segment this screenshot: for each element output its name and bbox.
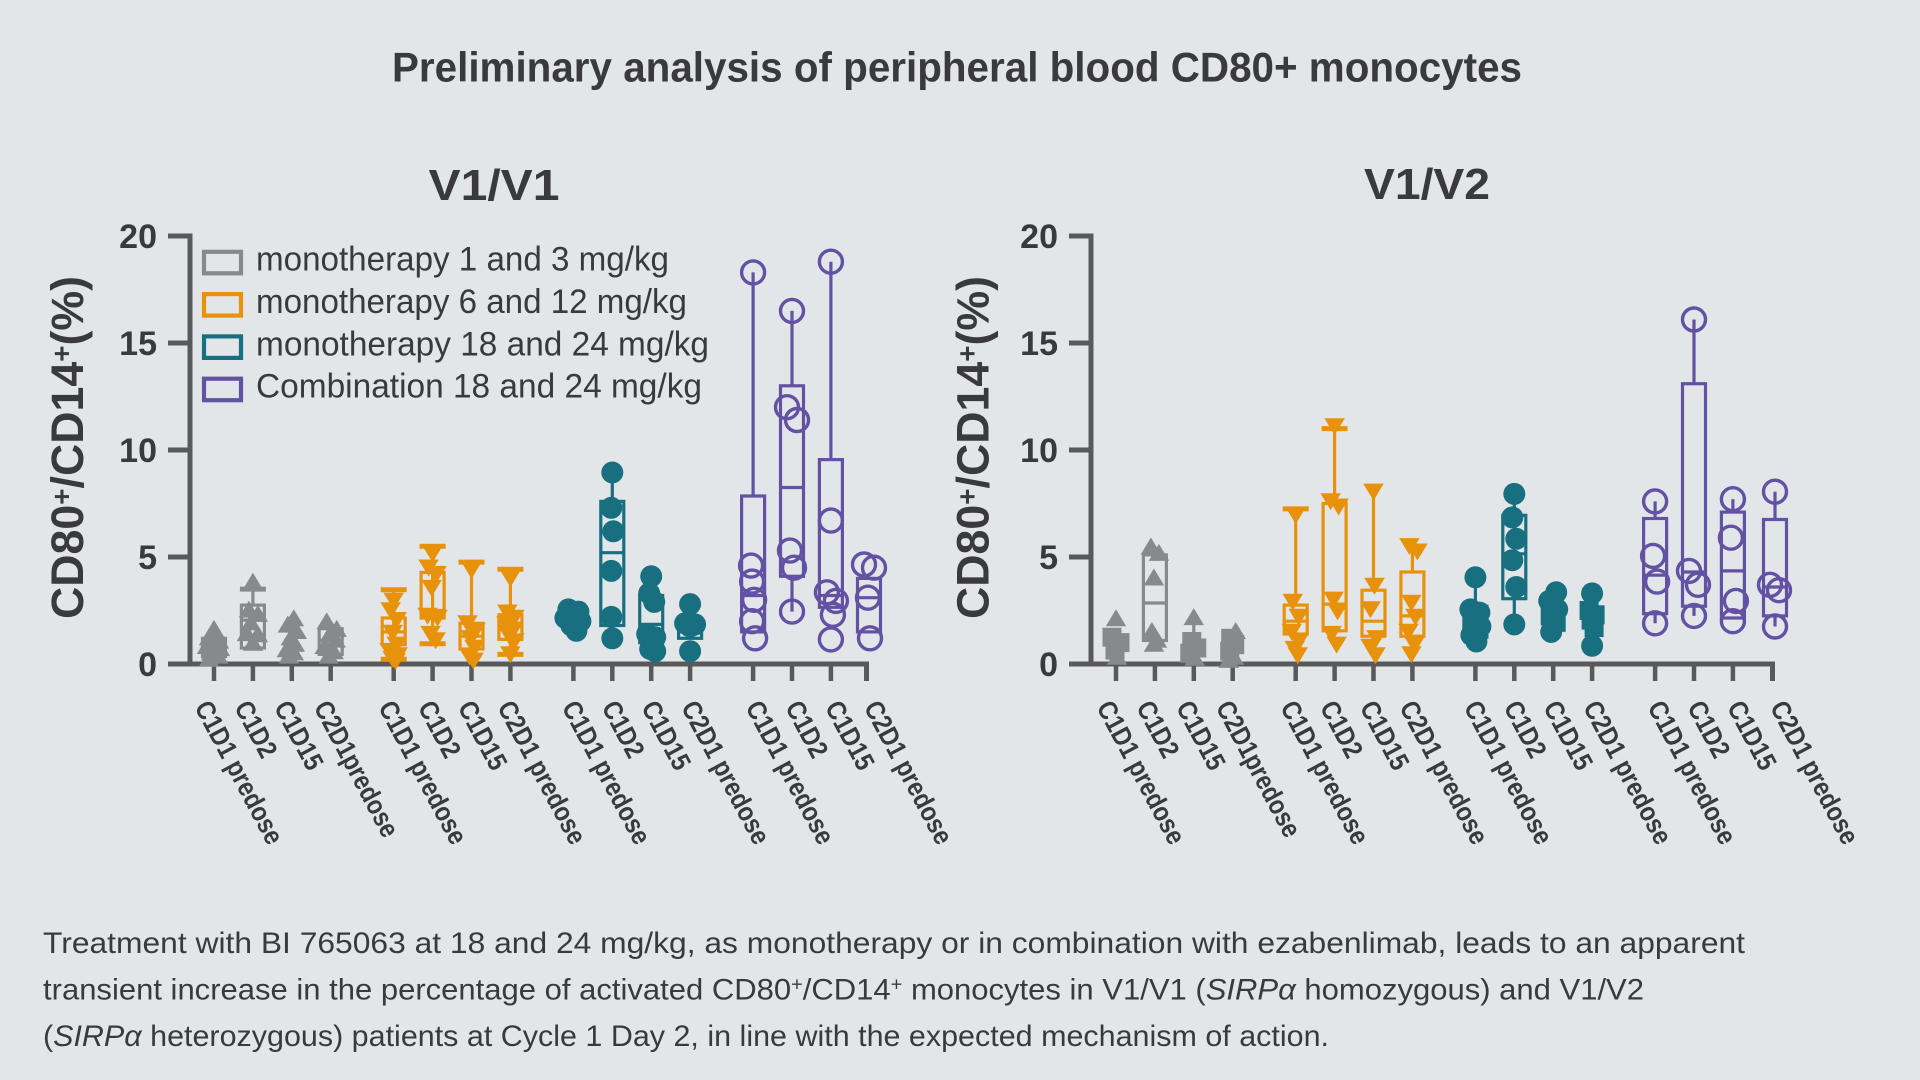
svg-text:0: 0 (138, 646, 157, 684)
svg-text:transient increase in the perc: transient increase in the percentage of … (43, 974, 1644, 1007)
svg-text:5: 5 (1039, 539, 1058, 577)
svg-text:V1/V1: V1/V1 (429, 161, 560, 210)
svg-text:monotherapy 6 and 12 mg/kg: monotherapy 6 and 12 mg/kg (256, 283, 687, 321)
svg-text:(SIRPα heterozygous) patients: (SIRPα heterozygous) patients at Cycle 1… (43, 1020, 1329, 1053)
svg-text:0: 0 (1039, 646, 1058, 684)
svg-text:monotherapy 18 and 24 mg/kg: monotherapy 18 and 24 mg/kg (256, 325, 709, 363)
svg-text:20: 20 (119, 218, 157, 256)
svg-text:15: 15 (1020, 325, 1058, 363)
svg-text:10: 10 (119, 432, 157, 470)
svg-text:monotherapy 1 and 3 mg/kg: monotherapy 1 and 3 mg/kg (256, 241, 669, 279)
svg-text:V1/V2: V1/V2 (1364, 160, 1490, 209)
svg-text:20: 20 (1020, 218, 1058, 256)
svg-text:15: 15 (119, 325, 157, 363)
svg-text:Combination 18 and 24 mg/kg: Combination 18 and 24 mg/kg (256, 368, 702, 406)
svg-text:5: 5 (138, 539, 157, 577)
svg-text:Preliminary analysis of periph: Preliminary analysis of peripheral blood… (392, 44, 1522, 91)
svg-text:10: 10 (1020, 432, 1058, 470)
svg-text:CD80+/CD14+(%): CD80+/CD14+(%) (42, 276, 93, 619)
svg-text:Treatment with BI 765063 at 18: Treatment with BI 765063 at 18 and 24 mg… (43, 927, 1745, 960)
svg-text:CD80+/CD14+(%): CD80+/CD14+(%) (948, 276, 999, 619)
